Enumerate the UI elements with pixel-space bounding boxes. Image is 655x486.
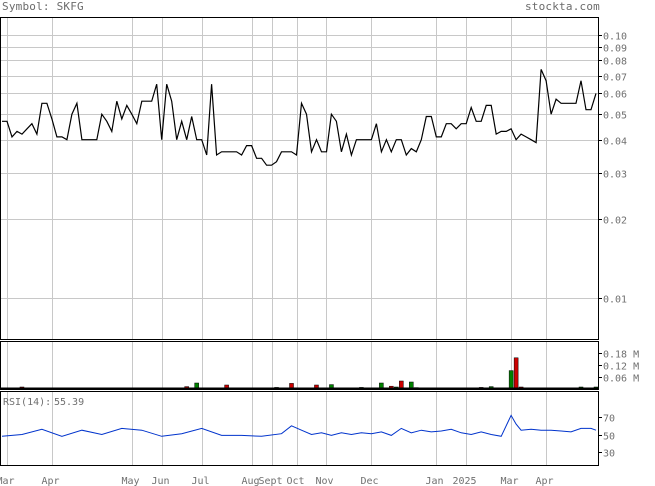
price-tick-label: 0.06 <box>603 90 627 101</box>
month-tick-label: Dec <box>360 476 378 486</box>
symbol-label: Symbol: SKFG <box>2 0 84 13</box>
month-tick-label: 2025 <box>452 476 476 486</box>
price-line <box>2 69 597 166</box>
month-tick-label: Mar <box>0 476 15 486</box>
rsi-value: 55.39 <box>54 397 84 408</box>
month-tick-label: Jul <box>191 476 209 486</box>
price-tick-label: 0.05 <box>603 111 627 122</box>
month-tick-label: Aug <box>241 476 259 486</box>
price-tick-label: 0.08 <box>603 57 627 68</box>
volume-tick-label: 0.06 M <box>603 374 639 385</box>
volume-bar <box>513 357 519 390</box>
brand-label: stockta.com <box>524 0 600 13</box>
volume-panel-frame <box>0 341 599 390</box>
price-tick-label: 0.01 <box>603 295 627 306</box>
month-tick-label: Jun <box>151 476 169 486</box>
month-tick-label: Apr <box>41 476 59 486</box>
volume-tick-label: 0.18 M <box>603 350 639 361</box>
price-tick-label: 0.07 <box>603 73 627 84</box>
rsi-line <box>1 414 597 437</box>
month-tick-label: Sept <box>258 476 282 486</box>
price-tick-label: 0.10 <box>603 32 627 43</box>
price-tick-label: 0.03 <box>603 170 627 181</box>
rsi-tick-label: 30 <box>603 449 615 460</box>
month-tick-label: Mar <box>500 476 518 486</box>
price-panel-frame <box>0 17 599 340</box>
month-tick-label: Oct <box>286 476 304 486</box>
price-tick-label: 0.09 <box>603 44 627 55</box>
price-tick-label: 0.02 <box>603 216 627 227</box>
symbol-prefix: Symbol: <box>2 0 50 13</box>
rsi-panel-frame <box>0 391 599 466</box>
volume-bar <box>508 370 514 390</box>
volume-tick-label: 0.12 M <box>603 362 639 373</box>
rsi-label: RSI(14): <box>3 397 51 408</box>
rsi-tick-label: 50 <box>603 432 615 443</box>
price-tick-label: 0.04 <box>603 137 627 148</box>
symbol-value: SKFG <box>56 0 84 13</box>
month-tick-label: Jan <box>425 476 443 486</box>
month-tick-label: Apr <box>535 476 553 486</box>
month-tick-label: Nov <box>315 476 333 486</box>
rsi-tick-label: 70 <box>603 414 615 425</box>
month-tick-label: May <box>121 476 139 486</box>
